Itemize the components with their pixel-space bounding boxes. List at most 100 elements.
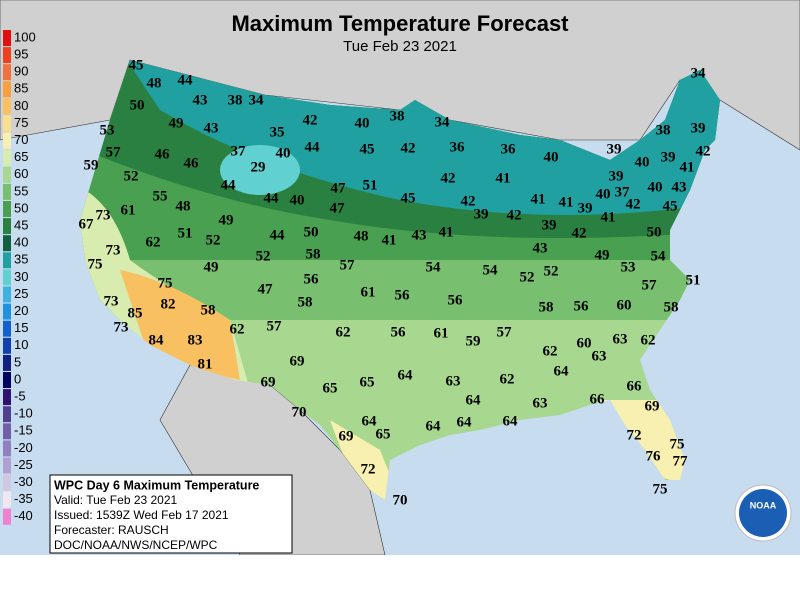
scale-label: 30 [14,269,28,284]
temperature: 83 [188,332,203,348]
scale-label: 40 [14,235,28,250]
scale-label: 85 [14,81,28,96]
temperature: 41 [439,224,454,240]
temperature: 73 [106,242,121,258]
temperature: 58 [298,294,313,310]
temperature: 39 [607,141,622,157]
temperature: 52 [206,232,221,248]
temperature: 51 [178,225,193,241]
scale-swatch [3,508,11,525]
temperature: 45 [663,198,678,214]
temperature: 34 [249,92,265,108]
temperature: 63 [592,348,607,364]
scale-label: 35 [14,252,28,267]
info-line: Forecaster: RAUSCH [54,523,169,537]
scale-label: -25 [14,457,33,472]
temperature: 75 [670,436,685,452]
temperature: 69 [290,353,305,369]
temperature: 75 [158,275,173,291]
temperature: 56 [448,292,464,308]
temperature: 45 [360,141,375,157]
temperature: 39 [661,149,676,165]
temperature: 57 [497,324,513,340]
temperature: 54 [651,248,667,264]
info-line: DOC/NOAA/NWS/NCEP/WPC [54,538,218,552]
temperature: 40 [648,179,663,195]
scale-swatch [3,389,11,406]
info-line: Issued: 1539Z Wed Feb 17 2021 [54,508,229,522]
temperature: 64 [554,363,570,379]
scale-swatch [3,269,11,286]
temperature: 75 [653,481,668,497]
temperature: 65 [323,380,338,396]
temperature: 41 [496,170,511,186]
temperature: 39 [578,200,593,216]
temperature: 54 [483,262,499,278]
temperature: 42 [461,193,476,209]
temperature: 56 [395,287,411,303]
logo-text: NOAA [750,500,777,510]
scale-swatch [3,115,11,132]
temperature: 69 [645,398,660,414]
temperature: 39 [542,217,557,233]
scale-label: 50 [14,200,28,215]
temperature: 44 [178,72,194,88]
temperature: 75 [88,256,103,272]
temperature: 72 [361,461,376,477]
scale-swatch [3,372,11,388]
temperature: 73 [114,319,129,335]
temperature: 41 [382,232,397,248]
temperature: 63 [533,395,548,411]
scale-label: 100 [14,29,36,44]
info-line: WPC Day 6 Maximum Temperature [54,478,259,492]
scale-swatch [3,474,11,491]
temperature: 70 [393,492,408,508]
scale-swatch [3,30,11,46]
temperature: 58 [664,299,679,315]
temperature: 44 [221,177,237,193]
temperature: 55 [153,188,168,204]
temperature: 43 [204,120,219,136]
temperature: 34 [691,65,707,81]
scale-swatch [3,286,11,303]
scale-label: -15 [14,423,33,438]
color-scale: 1009590858075706560555045403530252015105… [3,29,36,525]
scale-swatch [3,235,11,252]
scale-swatch [3,183,11,200]
temperature: 35 [270,124,285,140]
scale-label: 5 [14,354,21,369]
temperature: 48 [354,228,369,244]
temperature: 43 [412,227,427,243]
scale-label: 70 [14,132,28,147]
temperature: 65 [360,374,375,390]
temperature: 56 [304,271,320,287]
temperature: 41 [531,191,546,207]
temperature: 48 [147,75,162,91]
temperature: 43 [193,92,208,108]
temperature: 42 [401,140,416,156]
temperature: 76 [646,448,662,464]
temperature: 58 [539,299,554,315]
temperature: 56 [391,324,407,340]
temperature: 64 [457,414,473,430]
scale-label: -40 [14,508,33,523]
scale-label: 0 [14,371,21,386]
temperature: 85 [128,305,143,321]
temperature: 65 [376,426,391,442]
scale-label: -10 [14,406,33,421]
temperature: 60 [617,297,632,313]
temperature: 37 [615,184,631,200]
temperature: 40 [276,145,291,161]
info-line: Valid: Tue Feb 23 2021 [54,493,178,507]
temperature: 45 [129,57,144,73]
temperature: 41 [601,209,616,225]
temperature: 50 [130,97,145,113]
temperature: 61 [434,325,449,341]
scale-swatch [3,440,11,457]
temperature: 52 [124,168,139,184]
temperature: 45 [401,190,416,206]
temperature: 49 [169,115,184,131]
